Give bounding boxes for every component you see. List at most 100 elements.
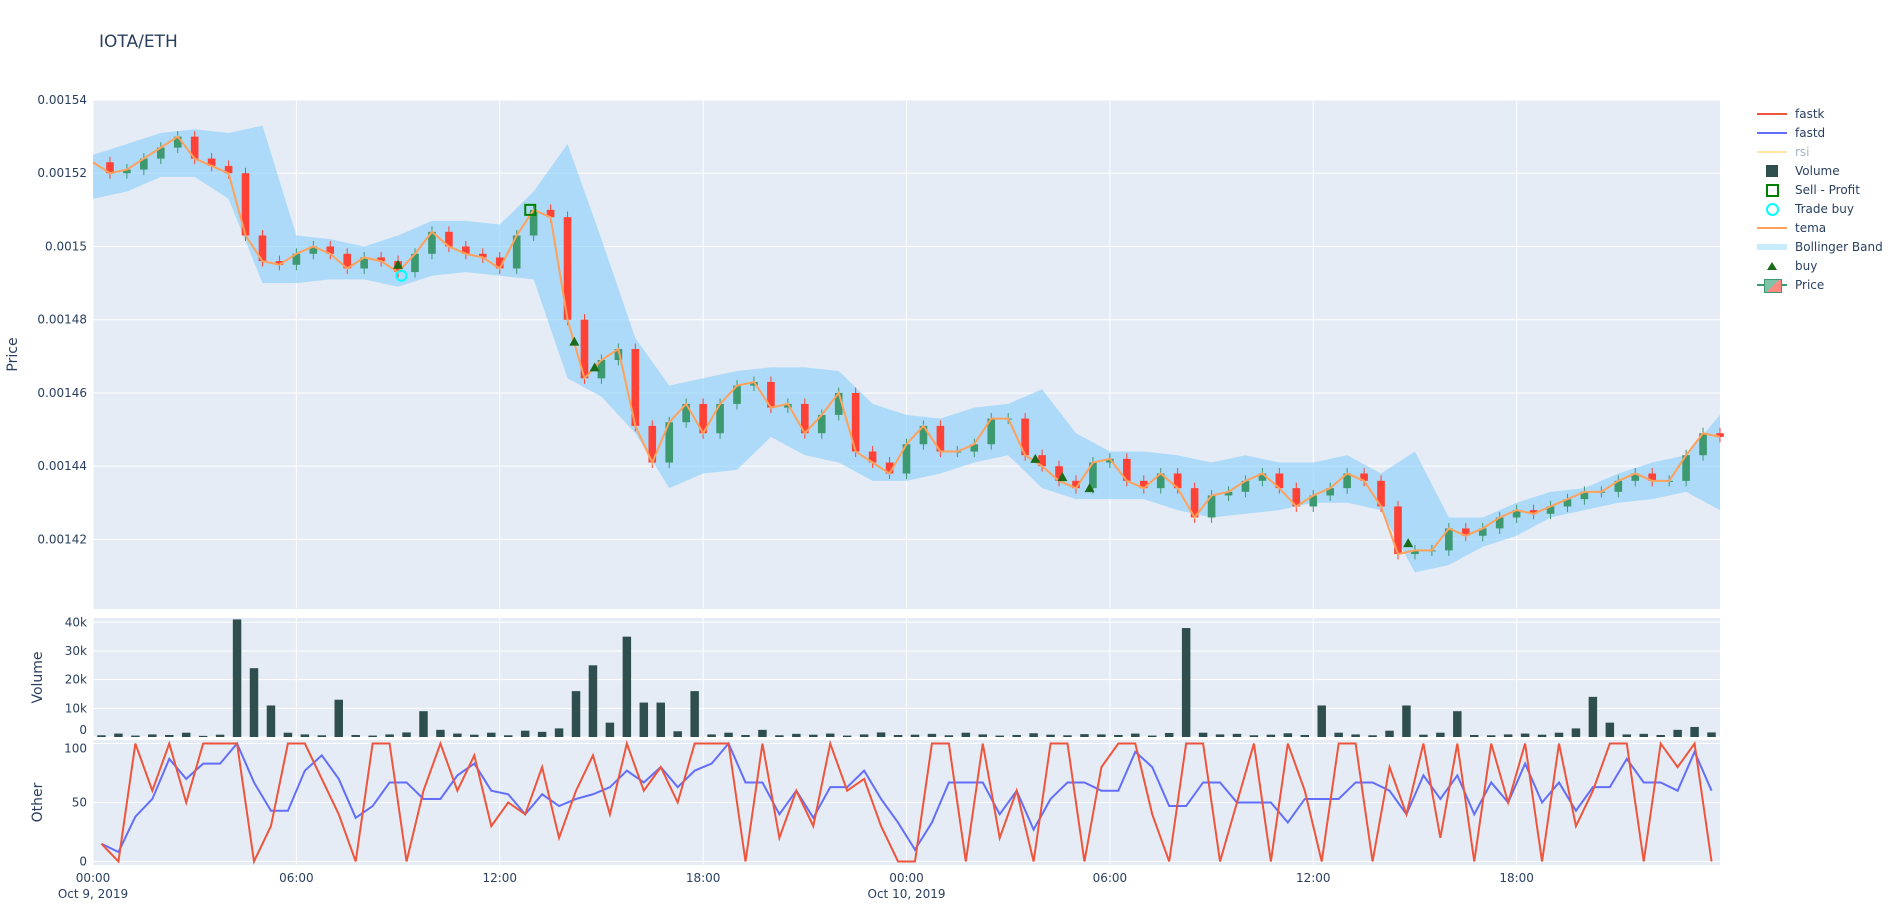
chart-title: IOTA/ETH (99, 32, 178, 52)
volume-bar (1571, 728, 1581, 737)
price-candle (1648, 473, 1657, 481)
volume-bar (232, 619, 242, 737)
volume-bar (97, 735, 106, 737)
price-candle (529, 209, 538, 236)
price-candle (936, 425, 945, 452)
volume-bar (842, 735, 852, 737)
volume-bar (266, 705, 276, 737)
legend-item-volume[interactable]: Volume (1755, 161, 1883, 180)
volume-bar (1419, 734, 1428, 737)
legend-item-bollinger-band[interactable]: Bollinger Band (1755, 237, 1883, 256)
buy-marker (589, 362, 600, 372)
legend-item-rsi[interactable]: rsi (1755, 142, 1883, 161)
price-y-tick-label: 0.00154 (37, 93, 87, 107)
price-candle (106, 162, 114, 174)
volume-bar (554, 728, 564, 737)
legend-label: Bollinger Band (1795, 239, 1883, 254)
volume-bar (605, 722, 615, 737)
volume-bar (961, 732, 971, 737)
price-candle (1445, 528, 1453, 551)
volume-bar (520, 730, 530, 737)
volume-bar (893, 734, 903, 737)
x-tick-label: 06:00 (1093, 871, 1128, 885)
price-candle (885, 462, 894, 474)
price-candle (1614, 480, 1623, 492)
x-tick-label: 00:00 (889, 871, 924, 885)
volume-bar (1148, 735, 1157, 737)
volume-bar (1486, 735, 1496, 737)
vol-y-tick-label: 20k (65, 673, 87, 687)
legend-item-sell-profit[interactable]: Sell - Profit (1755, 180, 1883, 199)
price-y-tick-label: 0.00144 (37, 459, 87, 473)
price-candle (919, 425, 928, 445)
price-candle (716, 403, 724, 434)
x-tick-sublabel: Oct 10, 2019 (868, 887, 946, 901)
volume-bar (944, 735, 954, 737)
volume-bar (1097, 734, 1106, 737)
price-y-tick-label: 0.00146 (37, 386, 87, 400)
price-candle (699, 403, 707, 434)
volume-bar (995, 735, 1004, 737)
volume-bar (673, 731, 682, 737)
x-tick-sublabel: Oct 9, 2019 (58, 887, 128, 901)
volume-bar (1690, 726, 1699, 737)
volume-bar (724, 732, 733, 737)
band-icon (1755, 240, 1789, 254)
volume-bar (1639, 733, 1648, 737)
price-candle (1699, 433, 1707, 456)
price-candle (1326, 488, 1335, 496)
legend-item-fastd[interactable]: fastd (1755, 123, 1883, 142)
x-tick-label: 18:00 (686, 871, 721, 885)
x-tick-label: 12:00 (1296, 871, 1331, 885)
price-candle (1207, 495, 1216, 518)
price-candle (902, 444, 911, 474)
volume-bar (1012, 734, 1021, 737)
legend-label: fastd (1795, 125, 1826, 140)
price-candle (767, 381, 775, 408)
square-icon (1755, 164, 1789, 178)
volume-bar (1317, 705, 1326, 737)
legend-label: buy (1795, 258, 1818, 273)
x-tick-label: 18:00 (1499, 871, 1534, 885)
price-candle (360, 257, 368, 269)
legend-item-price[interactable]: Price (1755, 275, 1883, 294)
legend-item-trade-buy[interactable]: Trade buy (1755, 199, 1883, 218)
price-candle (817, 414, 826, 434)
legend: fastk fastd rsi Volume Sell - Profit Trade bu… (1755, 104, 1883, 294)
volume-bar (1554, 732, 1564, 737)
volume-bar (351, 734, 360, 737)
price-candle (445, 231, 453, 247)
line-icon (1755, 126, 1789, 140)
legend-item-tema[interactable]: tema (1755, 218, 1883, 237)
price-candle (1190, 488, 1199, 518)
price-candle (1309, 495, 1318, 507)
price-candle (343, 253, 352, 269)
legend-item-fastk[interactable]: fastk (1755, 104, 1883, 123)
buy-marker (1057, 472, 1068, 482)
volume-bar (690, 691, 699, 737)
price-candle (292, 253, 301, 265)
price-candle (156, 147, 165, 159)
volume-bar (1707, 732, 1716, 737)
volume-bar (1215, 734, 1225, 737)
vol-axis-title: Volume (30, 651, 46, 703)
price-candle (140, 158, 148, 170)
price-candle (834, 392, 843, 415)
price-candle (1478, 528, 1487, 536)
line-icon (1755, 221, 1789, 235)
price-candle (275, 261, 284, 265)
volume-bar (1063, 735, 1072, 737)
price-candle (190, 136, 199, 159)
volume-bar (334, 699, 343, 737)
line-faded-icon (1755, 145, 1789, 159)
x-tick-label: 12:00 (482, 871, 517, 885)
volume-bar (181, 732, 191, 737)
legend-item-buy[interactable]: buy (1755, 256, 1883, 275)
legend-label: Trade buy (1795, 201, 1854, 216)
price-candle (1072, 480, 1080, 489)
volume-bar (453, 733, 462, 737)
volume-bar (825, 733, 835, 737)
legend-label: fastk (1795, 106, 1825, 121)
price-y-tick-label: 0.00152 (37, 166, 87, 180)
price-candle (733, 385, 741, 404)
